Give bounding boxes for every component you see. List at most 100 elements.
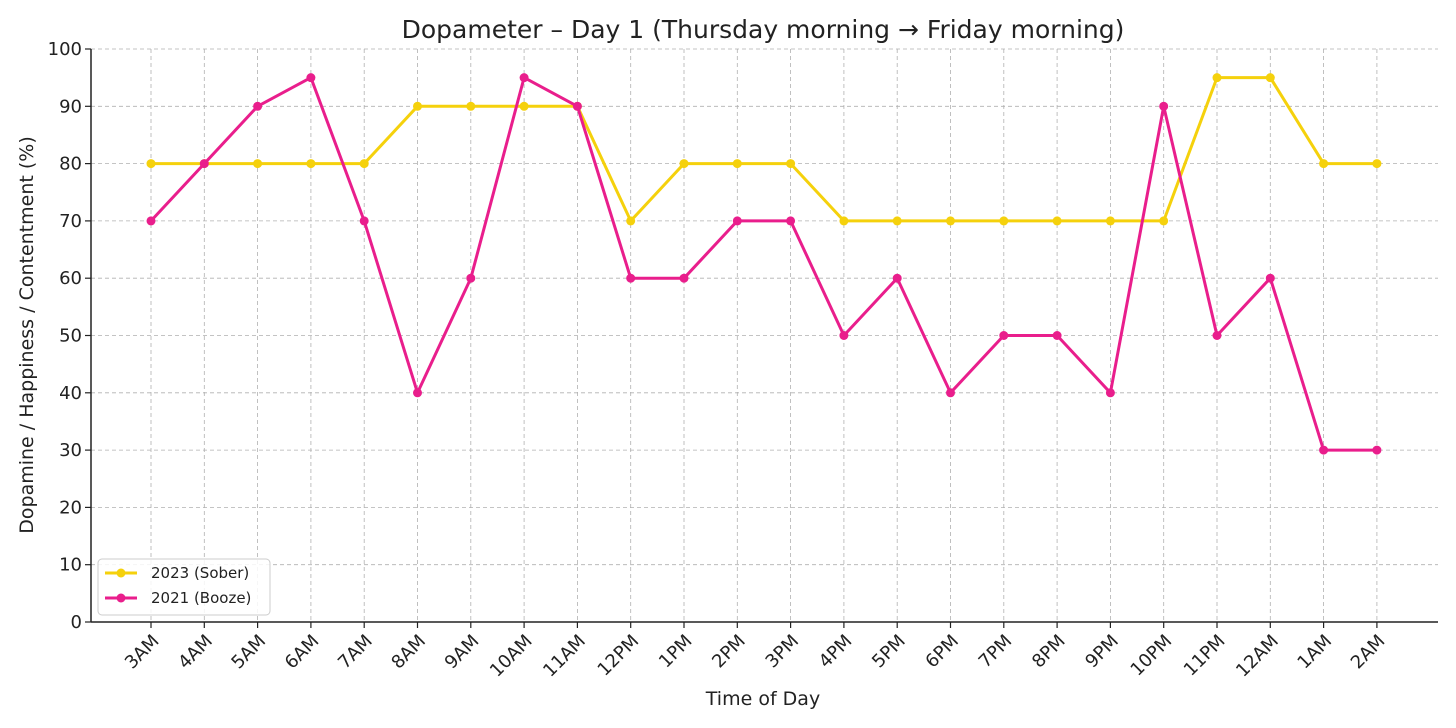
y-ticks: 0 10 20 30 40 50 60 70 80 90 100 [48,39,91,633]
x-tick-label-10: 1PM [655,631,697,673]
data-point-0-21 [1265,73,1275,83]
x-tick-label-19: 10PM [1127,631,1177,681]
x-tick-label-11: 2PM [708,631,750,673]
x-tick-label-6: 9AM [441,631,484,674]
data-point-1-15 [946,388,955,398]
legend: 2023 (Sober) 2021 (Booze) [97,558,271,616]
data-point-0-22 [1319,159,1329,169]
legend-label-booze: 2021 (Booze) [151,589,251,607]
data-point-1-4 [359,216,369,226]
series-line-1 [149,76,1377,452]
x-tick-label-0: 3AM [121,631,164,674]
series-line-0 [151,76,1377,223]
y-tick-label-10: 100 [48,39,82,60]
data-point-0-3 [306,159,316,169]
x-tick-label-23: 2AM [1347,631,1390,674]
data-point-1-0 [146,216,156,226]
y-axis-label: Dopamine / Happiness / Contentment (%) [16,136,38,533]
data-point-1-8 [572,101,582,111]
data-point-1-22 [1319,445,1329,455]
x-tick-label-5: 8AM [387,631,430,674]
data-point-1-12 [786,216,796,226]
y-tick-label-2: 20 [59,497,82,518]
data-point-1-21 [1265,273,1275,283]
x-tick-label-14: 5PM [868,631,910,673]
y-tick-label-7: 70 [59,211,82,232]
x-tick-label-20: 11PM [1180,631,1230,681]
y-tick-label-8: 80 [59,154,82,175]
x-tick-label-3: 6AM [281,631,324,674]
data-point-0-15 [946,216,955,226]
legend-label-sober: 2023 (Sober) [151,564,249,582]
series [146,73,1382,455]
data-point-1-1 [199,159,209,169]
data-point-1-10 [679,273,689,283]
x-ticks: 3AM 4AM 5AM 6AM 7AM 8AM 9AM 10AM 11AM 12PM 1PM 2PM 3… [121,622,1390,682]
data-point-1-23 [1372,445,1382,455]
y-tick-label-5: 50 [59,326,82,347]
series-0 [146,73,1382,226]
data-point-1-17 [1052,331,1062,340]
grid [91,48,1438,622]
data-point-1-2 [253,101,263,111]
data-point-0-5 [413,101,422,111]
x-tick-label-2: 5AM [227,631,270,674]
x-tick-label-1: 4AM [174,631,217,674]
data-point-0-23 [1372,159,1382,169]
y-tick-label-9: 90 [59,96,82,117]
data-point-1-3 [306,73,316,83]
chart-title: Dopameter – Day 1 (Thursday morning → Fr… [402,15,1125,44]
data-point-1-20 [1212,331,1222,340]
series-1 [146,73,1382,455]
data-point-0-18 [1105,216,1115,226]
x-tick-label-17: 8PM [1028,631,1070,673]
data-point-1-6 [466,273,476,283]
data-point-1-19 [1159,101,1169,111]
data-point-0-10 [679,159,689,169]
y-tick-label-4: 40 [59,383,82,404]
data-point-0-9 [626,216,636,226]
data-point-0-4 [359,159,369,169]
data-point-0-14 [892,216,902,226]
y-tick-label-1: 10 [59,555,82,576]
data-point-1-11 [732,216,742,226]
x-tick-label-22: 1AM [1293,631,1336,674]
x-tick-label-12: 3PM [762,631,804,673]
x-tick-label-18: 9PM [1081,631,1123,673]
legend-entry-booze: 2021 (Booze) [105,589,251,607]
data-point-0-12 [786,159,796,169]
data-point-1-14 [892,273,902,283]
data-point-1-13 [839,331,849,340]
y-tick-label-3: 30 [59,440,82,461]
data-point-0-17 [1052,216,1062,226]
data-point-0-2 [253,159,263,169]
data-point-1-5 [413,388,422,398]
data-point-0-6 [466,101,476,111]
legend-box [97,558,271,616]
data-point-1-7 [519,73,529,83]
x-tick-label-21: 12AM [1232,631,1283,682]
legend-marker-booze [116,593,126,603]
data-point-1-9 [626,273,636,283]
x-tick-label-7: 10AM [486,631,537,682]
y-tick-label-0: 0 [71,612,82,633]
x-tick-label-16: 7PM [975,631,1017,673]
x-tick-label-4: 7AM [334,631,377,674]
data-point-0-0 [146,159,156,169]
data-point-1-16 [999,331,1009,340]
data-point-0-19 [1159,216,1169,226]
legend-marker-sober [116,568,126,578]
y-tick-label-6: 60 [59,268,82,289]
data-point-0-13 [839,216,849,226]
legend-entry-sober: 2023 (Sober) [105,564,249,582]
data-point-1-18 [1105,388,1115,398]
data-point-0-16 [999,216,1009,226]
x-tick-label-13: 4PM [815,631,857,673]
data-point-0-11 [732,159,742,169]
x-tick-label-8: 11AM [539,631,590,682]
data-point-0-20 [1212,73,1222,83]
x-tick-label-9: 12PM [594,631,644,681]
data-point-0-7 [519,101,529,111]
x-axis-label: Time of Day [705,688,820,710]
